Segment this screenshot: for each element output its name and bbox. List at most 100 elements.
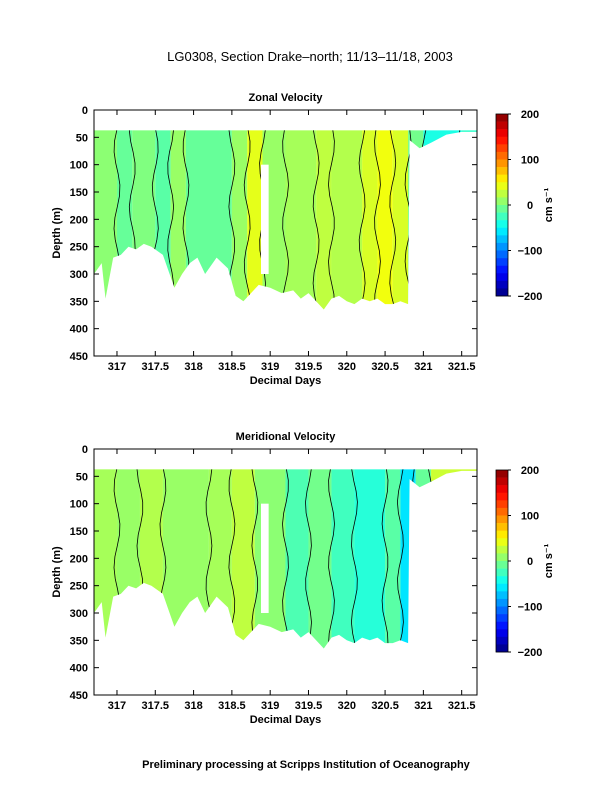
colorbar-segment [496, 182, 508, 191]
colorbar-segment [496, 273, 508, 282]
colorbar-segment [496, 470, 508, 478]
y-axis-label: Depth (m) [51, 207, 63, 259]
y-tick-label: 450 [70, 690, 88, 702]
x-tick-label: 318.5 [218, 361, 246, 373]
colorbar-segment [496, 644, 508, 653]
contour-line [251, 469, 259, 645]
colorbar-segment [496, 591, 508, 600]
colorbar-segment [496, 220, 508, 229]
colorbar-segment [496, 250, 508, 259]
y-tick-label: 350 [70, 635, 88, 647]
colorbar-segment [496, 151, 508, 160]
data-gap [260, 164, 269, 274]
x-tick-label: 320 [338, 700, 356, 712]
colorbar-label: cm s⁻¹ [543, 187, 555, 222]
colorbar-segment [496, 553, 508, 562]
contour-line [328, 130, 335, 306]
x-tick-label: 321 [414, 700, 432, 712]
colorbar-tick-label: 200 [521, 465, 539, 477]
contour-line [228, 469, 236, 645]
contour-line [396, 469, 404, 645]
colorbar-segment [496, 212, 508, 221]
x-tick-label: 321 [414, 361, 432, 373]
x-tick-label: 317.5 [142, 700, 170, 712]
y-tick-label: 50 [76, 132, 88, 144]
colorbar-segment [496, 197, 508, 206]
colorbar-segment [496, 265, 508, 274]
plot-frame [93, 109, 478, 357]
colorbar-segment [496, 576, 508, 585]
contour-line [350, 469, 358, 645]
colorbar-segment [496, 568, 508, 577]
colorbar-tick-label: 100 [521, 155, 539, 167]
colorbar-segment [496, 280, 508, 289]
colorbar-segment [496, 144, 508, 153]
colorbar-tick-label: −200 [518, 647, 543, 659]
colorbar-segment [496, 235, 508, 244]
x-axis-label: Decimal Days [250, 375, 322, 387]
x-tick-label: 320.5 [371, 700, 399, 712]
colorbar-segment [496, 515, 508, 524]
colorbar-segment [496, 614, 508, 622]
colorbar-segment [496, 606, 508, 615]
plot-area [94, 110, 477, 356]
colorbar-segment [496, 288, 508, 297]
colorbar-segment [496, 636, 508, 645]
colorbar-segment [496, 227, 508, 236]
colorbar-segment [496, 167, 508, 175]
y-tick-label: 250 [70, 581, 88, 593]
y-tick-label: 450 [70, 351, 88, 363]
colorbar-segment [496, 136, 508, 145]
contour-line [282, 130, 289, 306]
x-tick-label: 321.5 [448, 700, 476, 712]
y-tick-label: 0 [82, 444, 88, 456]
colorbar-segment [496, 545, 508, 554]
colorbar-segment [496, 189, 508, 198]
colorbar-segment [496, 258, 508, 266]
velocity-cell [377, 130, 393, 356]
colorbar-segment [496, 242, 508, 251]
contour-line [305, 469, 312, 645]
y-tick-label: 150 [70, 526, 88, 538]
colorbar-segment [496, 121, 508, 130]
y-tick-label: 0 [82, 105, 88, 117]
plot-frame [93, 448, 478, 696]
y-tick-label: 300 [70, 608, 88, 620]
x-tick-label: 321.5 [448, 361, 476, 373]
colorbar-tick-label: 0 [527, 556, 533, 568]
colorbar-segment [496, 114, 508, 122]
y-tick-label: 100 [70, 499, 88, 511]
colorbar-segment [496, 530, 508, 539]
plot-area [94, 449, 477, 695]
data-gap [260, 503, 269, 613]
no-data-mask [94, 470, 477, 695]
y-tick-label: 400 [70, 663, 88, 675]
colorbar-segment [496, 583, 508, 592]
x-tick-label: 319 [261, 700, 279, 712]
colorbar-segment [496, 507, 508, 516]
figure-title: LG0308, Section Drake–north; 11/13–11/18… [167, 49, 453, 64]
x-tick-label: 319 [261, 361, 279, 373]
colorbar-segment [496, 129, 508, 138]
contour-line [381, 469, 389, 645]
x-tick-label: 320.5 [371, 361, 399, 373]
y-tick-label: 100 [70, 160, 88, 172]
y-tick-label: 250 [70, 242, 88, 254]
contour-line [243, 130, 251, 306]
colorbar-tick-label: 200 [521, 109, 539, 121]
colorbar-segment [496, 485, 508, 494]
y-tick-label: 50 [76, 471, 88, 483]
velocity-cell [362, 130, 378, 356]
colorbar-segment [496, 561, 508, 569]
y-tick-label: 300 [70, 269, 88, 281]
chart-panel: Zonal Velocity 317 317.5 318 318.5 319 319.5 32… [51, 92, 555, 387]
contour-line [389, 130, 397, 306]
x-axis-label: Decimal Days [250, 714, 322, 726]
x-tick-label: 318 [184, 361, 202, 373]
y-tick-label: 150 [70, 187, 88, 199]
no-data-mask-top [94, 110, 477, 131]
colorbar-segment [496, 174, 508, 183]
velocity-cell [316, 130, 332, 356]
x-tick-label: 320 [338, 361, 356, 373]
